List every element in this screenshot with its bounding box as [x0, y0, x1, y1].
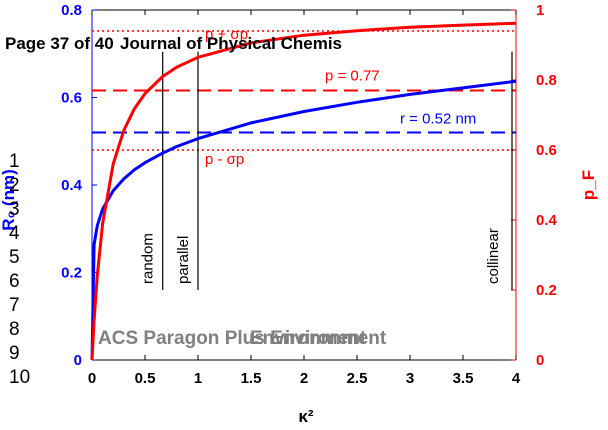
right-y-tick-label: 1 [536, 2, 544, 19]
x-ticks: 0 0.5 1 1.5 2 2.5 3 3.5 4 [88, 10, 521, 387]
right-y-tick-label: 0 [536, 352, 544, 369]
vertical-marker-label: collinear [485, 228, 502, 284]
x-tick-label: 4 [512, 370, 521, 387]
right-y-tick-label: 0.4 [536, 212, 558, 229]
vertical-markers: random parallel collinear [140, 51, 513, 290]
x-tick-label: 2 [300, 370, 308, 387]
vertical-marker-label: random [140, 233, 157, 284]
right-y-axis-label: p_F [579, 170, 598, 200]
watermark-overlap: Environment [250, 328, 367, 349]
left-y-tick-label: 0 [74, 352, 82, 369]
vertical-marker-label: parallel [175, 236, 192, 284]
x-tick-label: 1 [194, 370, 202, 387]
series-line-pF [90, 21, 517, 361]
line-number: 9 [9, 343, 20, 364]
curves [90, 21, 517, 361]
x-tick-label: 0.5 [135, 370, 156, 387]
left-y-tick-label: 0.8 [61, 2, 82, 19]
right-y-tick-label: 0.2 [536, 282, 557, 299]
line-number: 5 [9, 247, 20, 268]
series-line-R0 [90, 79, 517, 361]
line-number: 10 [9, 367, 31, 388]
left-y-axis-label: R₀ (nm) [0, 169, 18, 230]
line-number: 2 [9, 175, 20, 196]
right-y-ticks: 0 0.2 0.4 0.6 0.8 1 [511, 2, 558, 369]
page-header: Page 37 of 40 [5, 34, 114, 53]
line-number: 7 [9, 295, 20, 316]
line-number: 1 [9, 151, 20, 172]
left-y-ticks: 0 0.2 0.4 0.6 0.8 [61, 2, 97, 369]
line-number: 3 [9, 199, 20, 220]
x-tick-label: 3.5 [453, 370, 474, 387]
x-axis-label: κ² [298, 407, 313, 426]
right-y-tick-label: 0.6 [536, 142, 557, 159]
line-number: 8 [9, 319, 20, 340]
line-number: 4 [9, 223, 20, 244]
reference-line-label: p = 0.77 [325, 68, 380, 85]
reference-line-label: p - σp [205, 151, 244, 168]
left-y-tick-label: 0.6 [61, 90, 82, 107]
reference-line-label: p + σp [205, 26, 248, 43]
x-tick-label: 3 [406, 370, 414, 387]
right-y-tick-label: 0.8 [536, 72, 557, 89]
left-y-tick-label: 0.2 [61, 265, 82, 282]
line-number: 6 [9, 271, 20, 292]
watermark: ACS Paragon Plus Environment [98, 328, 387, 349]
x-tick-label: 0 [88, 370, 96, 387]
x-tick-label: 2.5 [347, 370, 368, 387]
reference-line-label: r = 0.52 nm [400, 111, 476, 128]
journal-header: Journal of Physical Chemis [120, 34, 342, 53]
left-y-tick-label: 0.4 [61, 177, 83, 194]
x-tick-label: 1.5 [241, 370, 262, 387]
